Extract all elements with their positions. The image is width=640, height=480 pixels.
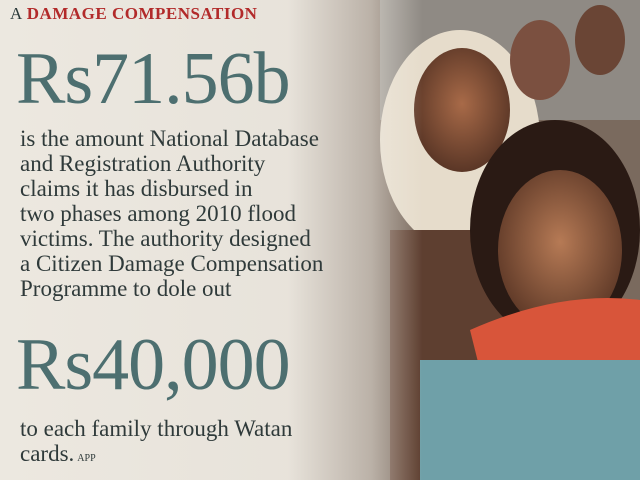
text-line-content: two phases among 2010 flood <box>20 201 296 226</box>
kicker-letter: A <box>10 4 23 23</box>
text-line-content: claims it has disbursed in <box>20 176 253 201</box>
figure-amount: Rs40,000 <box>16 324 291 406</box>
text-line: is the amount National Database <box>20 126 323 151</box>
text-line-content: a Citizen Damage Compensation <box>20 251 324 276</box>
figure-amount: Rs71.56b <box>16 38 291 120</box>
kicker: A DAMAGE COMPENSATION <box>10 4 257 24</box>
text-line-content: cards. <box>20 441 75 466</box>
text-line: victims. The authority designed <box>20 226 323 251</box>
text-line-content: Programme to dole out <box>20 276 232 301</box>
credit: APP <box>77 453 96 464</box>
paragraph: is the amount National Database and Regis… <box>20 126 323 301</box>
text-line: and Registration Authority <box>20 151 323 176</box>
text-line-content: to each family through Watan <box>20 416 293 441</box>
paragraph: to each family through Watan cards. APP <box>20 416 292 471</box>
text-line: to each family through Watan <box>20 416 292 441</box>
text-line-content: and Registration Authority <box>20 151 266 176</box>
text-line: two phases among 2010 flood <box>20 201 323 226</box>
text-line: a Citizen Damage Compensation <box>20 251 323 276</box>
text-line: cards. APP <box>20 441 292 471</box>
text-line: Programme to dole out <box>20 276 323 301</box>
text-line-content: victims. The authority designed <box>20 226 311 251</box>
text-line: claims it has disbursed in <box>20 176 323 201</box>
text-line-content: is the amount National Database <box>20 126 319 151</box>
headline: DAMAGE COMPENSATION <box>26 4 258 23</box>
